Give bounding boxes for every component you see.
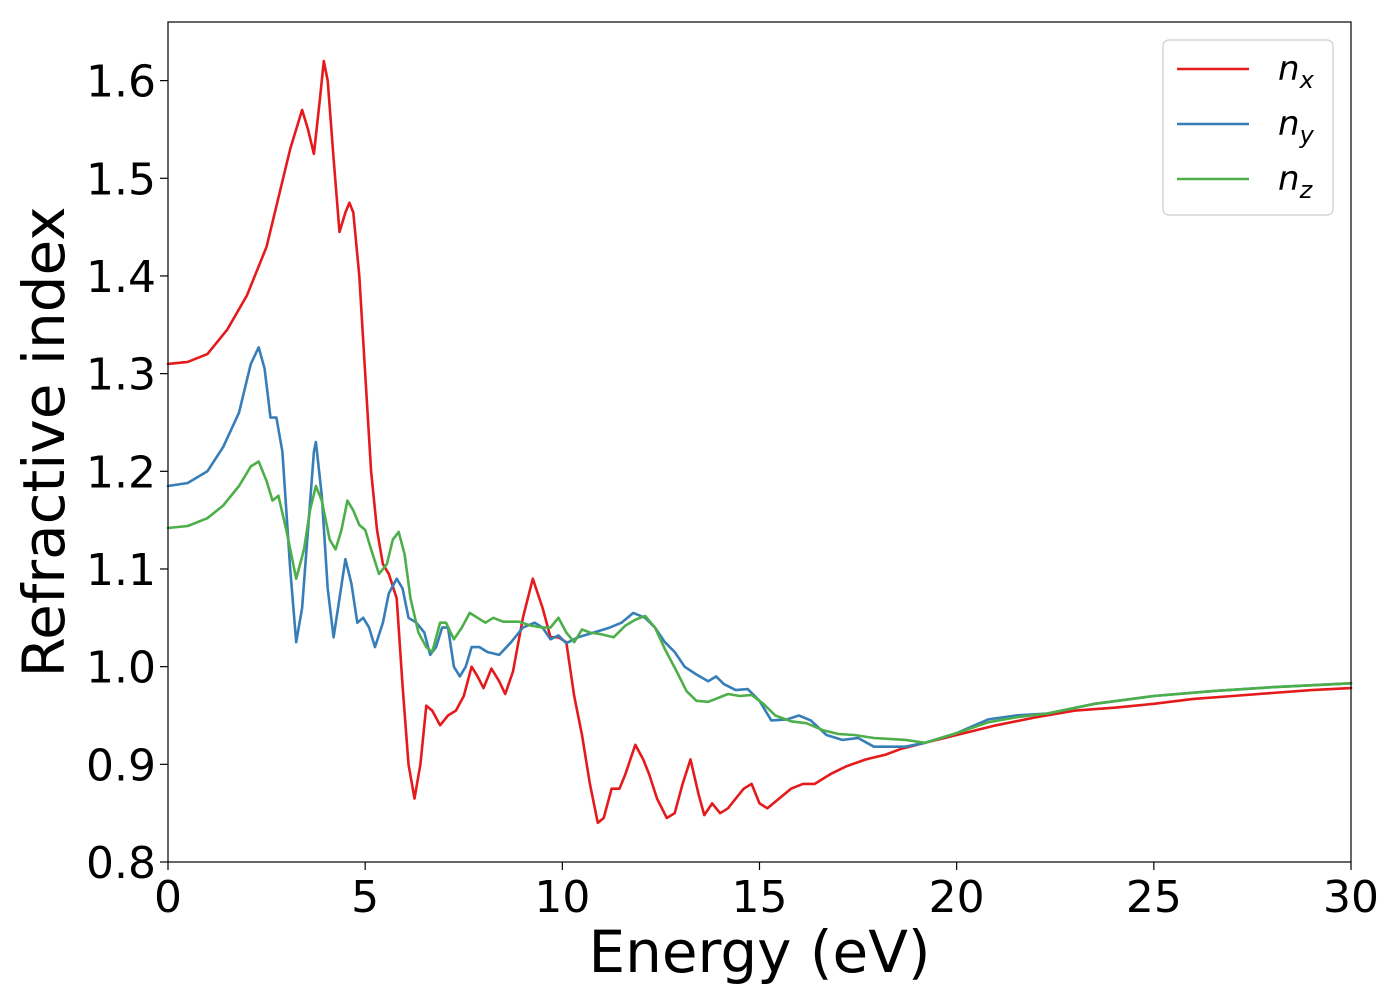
y-tick-label: 1.3 bbox=[86, 350, 156, 401]
x-tick-label: 20 bbox=[929, 872, 985, 923]
y-tick-label: 1.6 bbox=[86, 57, 156, 108]
legend-label-subscript: x bbox=[1299, 66, 1315, 94]
x-tick-label: 15 bbox=[732, 872, 788, 923]
legend-label-ny: ny bbox=[1278, 104, 1315, 149]
series-layer bbox=[166, 59, 1353, 825]
x-tick-label: 25 bbox=[1126, 872, 1182, 923]
legend-box bbox=[1162, 39, 1334, 216]
y-axis-label: Refractive index bbox=[10, 206, 78, 677]
legend-label-base: n bbox=[1278, 49, 1300, 89]
y-tick-label: 1.0 bbox=[86, 643, 156, 694]
legend-label-base: n bbox=[1278, 104, 1300, 144]
legend-label-nz: nz bbox=[1278, 159, 1314, 204]
legend-label-subscript: y bbox=[1299, 121, 1315, 149]
series-line-ny bbox=[166, 346, 1353, 748]
x-tick-label: 5 bbox=[351, 872, 379, 923]
x-axis-label: Energy (eV) bbox=[588, 918, 930, 986]
y-tick-label: 1.5 bbox=[86, 154, 156, 205]
x-tick-label: 10 bbox=[534, 872, 590, 923]
legend-label-subscript: z bbox=[1299, 176, 1314, 204]
y-tick-label: 1.2 bbox=[86, 447, 156, 498]
x-tick-label: 0 bbox=[154, 872, 182, 923]
x-axis: 0 5 10 15 20 25 30 bbox=[154, 862, 1379, 923]
x-tick-label: 30 bbox=[1323, 872, 1379, 923]
legend-label-base: n bbox=[1278, 159, 1300, 199]
y-axis: 0.8 0.9 1.0 1.1 1.2 1.3 1.4 1.5 1.6 bbox=[86, 57, 168, 889]
series-line-nz bbox=[166, 460, 1353, 745]
y-tick-label: 1.4 bbox=[86, 252, 156, 303]
y-tick-label: 0.9 bbox=[86, 740, 156, 791]
y-tick-label: 1.1 bbox=[86, 545, 156, 596]
y-tick-label: 0.8 bbox=[86, 838, 156, 889]
legend-label-nx: nx bbox=[1278, 49, 1315, 94]
